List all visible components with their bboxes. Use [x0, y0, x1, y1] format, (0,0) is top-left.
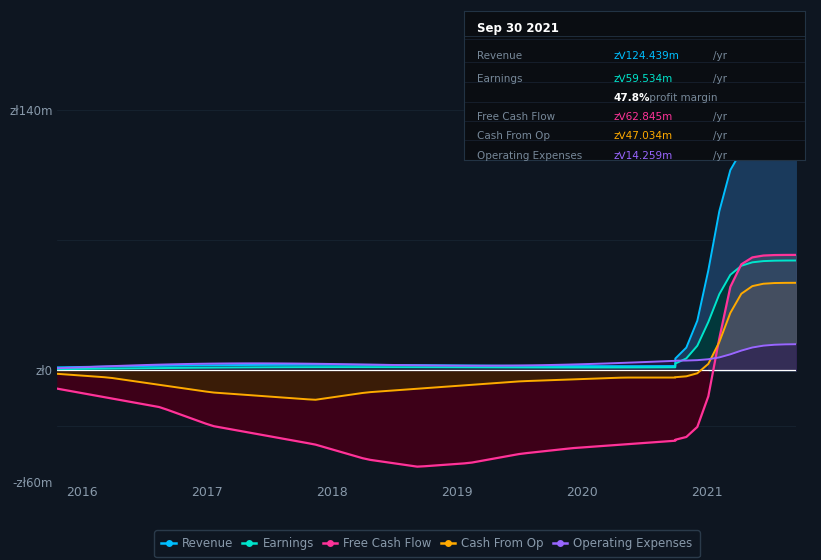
Text: /yr: /yr — [713, 132, 727, 142]
Legend: Revenue, Earnings, Free Cash Flow, Cash From Op, Operating Expenses: Revenue, Earnings, Free Cash Flow, Cash … — [154, 530, 699, 557]
Text: Operating Expenses: Operating Expenses — [478, 151, 583, 161]
Text: Sep 30 2021: Sep 30 2021 — [478, 22, 559, 35]
Text: zᐯ124.439m: zᐯ124.439m — [614, 52, 680, 61]
Text: 47.8%: 47.8% — [614, 93, 650, 103]
Text: zᐯ62.845m: zᐯ62.845m — [614, 112, 673, 122]
Text: profit margin: profit margin — [646, 93, 718, 103]
Text: /yr: /yr — [713, 112, 727, 122]
Text: zᐯ14.259m: zᐯ14.259m — [614, 151, 673, 161]
Text: /yr: /yr — [713, 52, 727, 61]
Text: Revenue: Revenue — [478, 52, 523, 61]
Text: Earnings: Earnings — [478, 73, 523, 83]
Text: zᐯ47.034m: zᐯ47.034m — [614, 132, 673, 142]
Text: Cash From Op: Cash From Op — [478, 132, 551, 142]
Text: Free Cash Flow: Free Cash Flow — [478, 112, 556, 122]
Text: zᐯ59.534m: zᐯ59.534m — [614, 73, 673, 83]
Text: /yr: /yr — [713, 73, 727, 83]
Text: /yr: /yr — [713, 151, 727, 161]
